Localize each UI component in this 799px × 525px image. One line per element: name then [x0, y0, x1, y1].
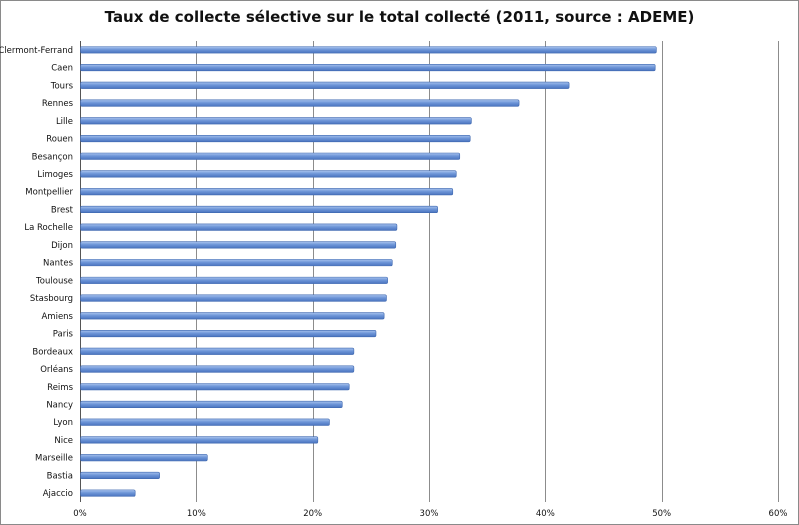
category-label: Montpellier — [25, 188, 73, 198]
category-label: Amiens — [41, 312, 73, 322]
bar — [80, 188, 454, 196]
bars — [80, 46, 657, 497]
bar — [80, 46, 657, 54]
bar — [80, 241, 397, 249]
category-label: Nancy — [46, 400, 73, 410]
bar — [80, 99, 520, 107]
category-label: Besançon — [32, 152, 73, 162]
x-tick-label: 20% — [303, 509, 322, 519]
bar — [80, 454, 208, 462]
bar — [80, 347, 355, 355]
bar — [80, 152, 461, 160]
category-label: Nice — [54, 436, 73, 446]
category-label: Ajaccio — [43, 489, 73, 499]
category-label: Reims — [47, 383, 73, 393]
category-label: Rouen — [46, 135, 73, 145]
bar — [80, 64, 656, 72]
x-tick-label: 50% — [652, 509, 671, 519]
bar — [80, 400, 343, 409]
bar — [80, 223, 398, 231]
category-label: Paris — [53, 330, 74, 340]
bar — [80, 276, 388, 284]
bar — [80, 330, 377, 338]
bar — [80, 170, 457, 178]
category-label: Brest — [51, 205, 74, 215]
category-label: La Rochelle — [24, 223, 73, 233]
x-tick-labels: 0% 10% 20% 30% 40% 50% 60% — [73, 509, 787, 519]
bar — [80, 259, 393, 267]
category-label: Limoges — [37, 170, 73, 180]
bar — [80, 312, 385, 320]
category-label: Marseille — [35, 454, 73, 464]
bar — [80, 383, 350, 391]
category-label: Rennes — [42, 99, 74, 109]
category-label: Toulouse — [35, 276, 73, 286]
bar — [80, 205, 438, 213]
x-tick-label: 40% — [536, 509, 555, 519]
category-labels: Clermont-Ferrand Caen Tours Rennes Lille Roue… — [0, 46, 74, 499]
chart-title: Taux de collecte sélective sur le total … — [104, 8, 695, 26]
category-label: Bastia — [47, 471, 73, 481]
category-label: Stasbourg — [30, 294, 73, 304]
x-tick-label: 0% — [73, 509, 87, 519]
bar — [80, 81, 570, 89]
category-label: Lille — [56, 117, 73, 127]
x-tick-label: 60% — [769, 509, 788, 519]
category-label: Orléans — [40, 364, 73, 375]
bar — [80, 294, 387, 302]
x-tick-label: 30% — [420, 509, 439, 519]
category-label: Dijon — [51, 241, 73, 251]
bar — [80, 365, 355, 373]
bar — [80, 489, 136, 497]
x-tick-label: 10% — [187, 509, 206, 519]
category-label: Tours — [50, 81, 74, 91]
category-label: Bordeaux — [32, 347, 73, 357]
category-label: Clermont-Ferrand — [0, 46, 73, 56]
bar — [80, 418, 330, 426]
bar — [80, 436, 319, 444]
bar — [80, 134, 471, 143]
category-label: Caen — [51, 64, 73, 74]
category-label: Nantes — [43, 259, 74, 269]
bar — [80, 471, 160, 479]
bar — [80, 117, 472, 125]
gridlines — [80, 41, 779, 502]
category-label: Lyon — [53, 418, 73, 428]
